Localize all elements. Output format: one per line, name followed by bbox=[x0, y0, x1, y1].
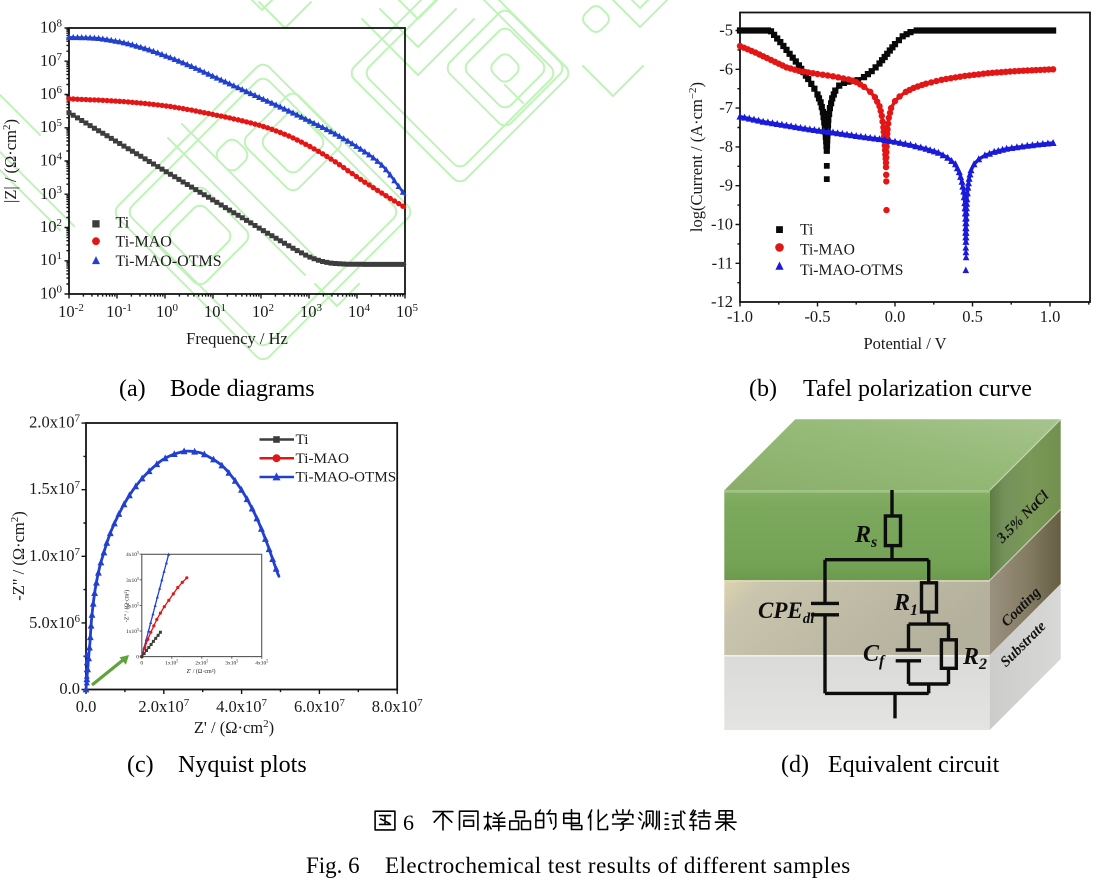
svg-text:104: 104 bbox=[40, 151, 63, 170]
svg-text:(b): (b) bbox=[749, 376, 777, 402]
svg-text:Ti-MAO-OTMS: Ti-MAO-OTMS bbox=[800, 262, 903, 279]
svg-text:(c): (c) bbox=[127, 752, 154, 778]
svg-text:10-2: 10-2 bbox=[58, 302, 84, 321]
svg-text:102: 102 bbox=[252, 302, 274, 321]
svg-text:4.0x107: 4.0x107 bbox=[216, 697, 267, 716]
svg-text:-1.0: -1.0 bbox=[727, 307, 753, 326]
svg-text:-0.5: -0.5 bbox=[804, 307, 830, 326]
svg-text:0.0: 0.0 bbox=[59, 679, 80, 698]
svg-text:Ti: Ti bbox=[296, 431, 309, 448]
svg-text:106: 106 bbox=[40, 84, 63, 103]
svg-text:6.0x107: 6.0x107 bbox=[294, 697, 345, 716]
svg-text:Z' / (Ω·cm2): Z' / (Ω·cm2) bbox=[194, 718, 274, 737]
svg-text:8.0x107: 8.0x107 bbox=[372, 697, 423, 716]
svg-text:101: 101 bbox=[204, 302, 226, 321]
svg-text:107: 107 bbox=[40, 51, 63, 70]
svg-text:-10: -10 bbox=[711, 215, 733, 234]
svg-text:Electrochemical test results o: Electrochemical test results of differen… bbox=[385, 853, 851, 878]
svg-text:Ti-MAO-OTMS: Ti-MAO-OTMS bbox=[116, 253, 222, 270]
svg-text:108: 108 bbox=[40, 18, 63, 37]
svg-text:103: 103 bbox=[300, 302, 323, 321]
svg-text:Ti: Ti bbox=[116, 215, 130, 232]
svg-text:Tafel polarization curve: Tafel polarization curve bbox=[803, 376, 1032, 402]
svg-text:Ti-MAO-OTMS: Ti-MAO-OTMS bbox=[296, 469, 397, 486]
svg-text:-11: -11 bbox=[712, 253, 733, 272]
svg-text:10-1: 10-1 bbox=[106, 302, 132, 321]
svg-text:Frequency / Hz: Frequency / Hz bbox=[186, 329, 288, 348]
svg-text:1.0: 1.0 bbox=[1040, 307, 1061, 326]
svg-text:104: 104 bbox=[348, 302, 371, 321]
svg-text:0: 0 bbox=[140, 661, 143, 667]
svg-text:0.0: 0.0 bbox=[885, 307, 906, 326]
svg-text:102: 102 bbox=[40, 217, 62, 236]
svg-text:2.0x107: 2.0x107 bbox=[29, 413, 80, 432]
svg-text:Ti-MAO: Ti-MAO bbox=[296, 450, 349, 467]
svg-text:Ti-MAO: Ti-MAO bbox=[116, 234, 172, 251]
svg-text:3x105: 3x105 bbox=[126, 576, 139, 584]
svg-text:log(Current / (A·cm−2): log(Current / (A·cm−2) bbox=[687, 82, 706, 232]
svg-text:105: 105 bbox=[396, 302, 419, 321]
svg-text:3x105: 3x105 bbox=[225, 659, 238, 667]
svg-text:-5: -5 bbox=[719, 21, 733, 40]
svg-text:0: 0 bbox=[136, 655, 139, 661]
svg-text:1.0x107: 1.0x107 bbox=[29, 546, 80, 565]
svg-text:100: 100 bbox=[156, 302, 179, 321]
svg-text:103: 103 bbox=[40, 184, 63, 203]
svg-text:Potential / V: Potential / V bbox=[863, 334, 946, 353]
svg-text:-Z" / (Ω·cm²): -Z" / (Ω·cm²) bbox=[124, 590, 131, 622]
svg-text:5.0x106: 5.0x106 bbox=[29, 613, 80, 632]
svg-text:Bode diagrams: Bode diagrams bbox=[170, 376, 315, 402]
svg-text:-9: -9 bbox=[719, 176, 733, 195]
svg-text:100: 100 bbox=[40, 284, 63, 303]
svg-text:1x105: 1x105 bbox=[126, 627, 139, 635]
svg-text:6: 6 bbox=[403, 810, 414, 835]
svg-text:101: 101 bbox=[40, 250, 62, 269]
svg-text:2x105: 2x105 bbox=[126, 601, 139, 609]
svg-text:|Z| / (Ω·cm2): |Z| / (Ω·cm2) bbox=[1, 119, 20, 203]
svg-text:-6: -6 bbox=[719, 59, 733, 78]
svg-text:Ti: Ti bbox=[800, 222, 814, 239]
svg-text:0.5: 0.5 bbox=[962, 307, 983, 326]
svg-text:1x105: 1x105 bbox=[165, 659, 178, 667]
svg-text:0.0: 0.0 bbox=[76, 697, 97, 716]
svg-text:-12: -12 bbox=[711, 292, 733, 311]
svg-text:2x105: 2x105 bbox=[195, 659, 208, 667]
svg-text:-7: -7 bbox=[719, 98, 733, 117]
svg-text:Nyquist plots: Nyquist plots bbox=[178, 752, 307, 778]
svg-text:Ti-MAO: Ti-MAO bbox=[800, 241, 855, 258]
svg-text:Z' / (Ω·cm²): Z' / (Ω·cm²) bbox=[187, 668, 216, 675]
svg-text:-8: -8 bbox=[719, 137, 733, 156]
svg-text:4x105: 4x105 bbox=[255, 659, 268, 667]
svg-text:2.0x107: 2.0x107 bbox=[138, 697, 189, 716]
svg-text:1.5x107: 1.5x107 bbox=[29, 479, 80, 498]
svg-text:4x105: 4x105 bbox=[126, 550, 139, 558]
svg-text:(a): (a) bbox=[119, 376, 146, 402]
svg-text:105: 105 bbox=[40, 117, 63, 136]
svg-text:-Z" / (Ω·cm2): -Z" / (Ω·cm2) bbox=[9, 511, 28, 601]
svg-text:(d): (d) bbox=[781, 752, 809, 778]
svg-text:Fig. 6: Fig. 6 bbox=[306, 853, 360, 878]
svg-text:Equivalent circuit: Equivalent circuit bbox=[828, 752, 1000, 778]
